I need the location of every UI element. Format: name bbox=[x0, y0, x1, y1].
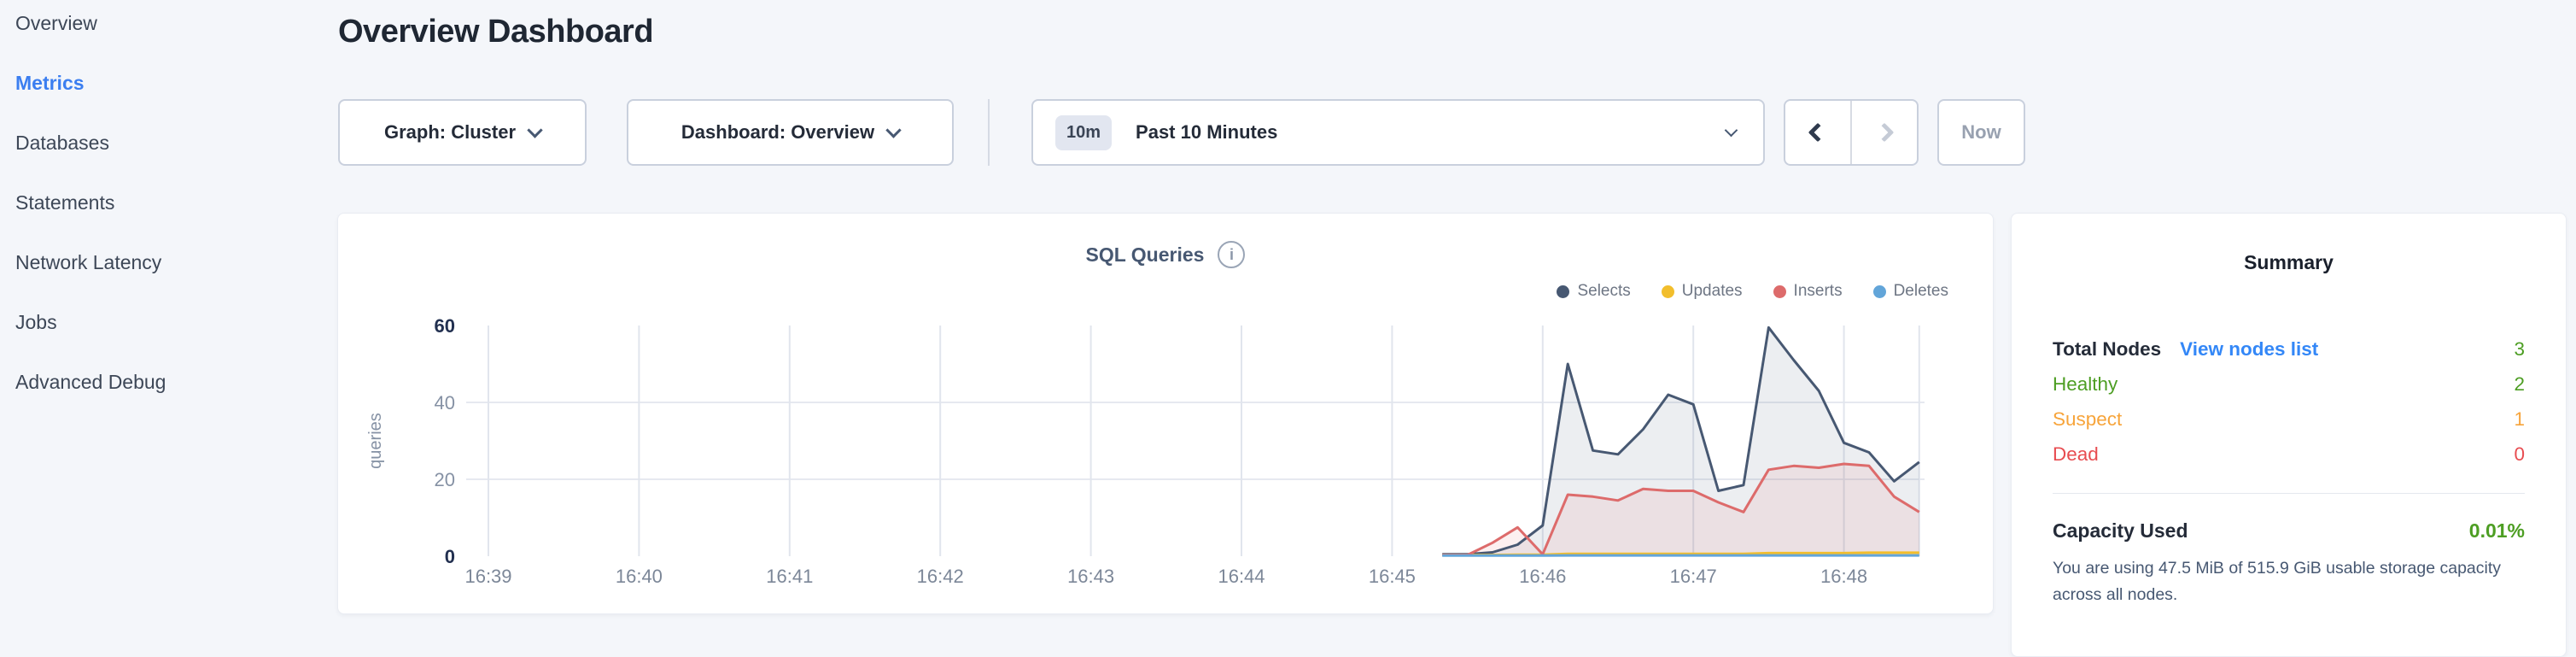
time-range-selector[interactable]: 10m Past 10 Minutes bbox=[1031, 99, 1765, 166]
legend-item-updates[interactable]: Updates bbox=[1661, 282, 1743, 301]
summary-divider bbox=[2053, 493, 2525, 494]
svg-text:16:40: 16:40 bbox=[616, 566, 663, 587]
chart-title: SQL Queries bbox=[1085, 243, 1205, 266]
time-range-badge: 10m bbox=[1055, 114, 1113, 150]
sidebar-item-network-latency[interactable]: Network Latency bbox=[15, 251, 162, 273]
summary-row-suspect: Suspect 1 bbox=[2053, 405, 2525, 434]
capacity-used-row: Capacity Used 0.01% bbox=[2053, 514, 2525, 547]
legend-label: Selects bbox=[1577, 282, 1631, 300]
button-divider bbox=[1850, 101, 1852, 164]
suspect-value: 1 bbox=[2514, 408, 2525, 430]
total-nodes-label: Total Nodes bbox=[2053, 338, 2162, 360]
svg-text:0: 0 bbox=[445, 546, 455, 567]
svg-text:16:42: 16:42 bbox=[917, 566, 964, 587]
summary-panel: Summary Total Nodes View nodes list 3 He… bbox=[2011, 213, 2567, 657]
sidebar-item-metrics[interactable]: Metrics bbox=[15, 72, 85, 94]
dead-value: 0 bbox=[2514, 443, 2525, 465]
sql-queries-chart[interactable]: 0 20 40 60 16:39 16:40 16:41 16:42 16:43 16:44 16:… bbox=[338, 214, 1995, 615]
svg-text:16:44: 16:44 bbox=[1218, 566, 1265, 587]
view-nodes-list-link[interactable]: View nodes list bbox=[2180, 338, 2319, 360]
page-title: Overview Dashboard bbox=[338, 14, 654, 50]
svg-text:60: 60 bbox=[435, 315, 455, 337]
healthy-label: Healthy bbox=[2053, 373, 2118, 395]
time-step-forward-button[interactable] bbox=[1852, 101, 1917, 164]
svg-text:40: 40 bbox=[435, 392, 455, 414]
graph-dropdown[interactable]: Graph: Cluster bbox=[338, 99, 587, 166]
legend-label: Updates bbox=[1681, 282, 1743, 300]
chart-legend: Selects Updates Inserts Deletes bbox=[1557, 282, 1948, 301]
legend-item-inserts[interactable]: Inserts bbox=[1773, 282, 1843, 301]
time-range-label: Past 10 Minutes bbox=[1136, 121, 1278, 143]
legend-dot-icon bbox=[1661, 285, 1674, 298]
svg-text:20: 20 bbox=[435, 469, 455, 490]
dead-label: Dead bbox=[2053, 443, 2099, 465]
time-step-back-button[interactable] bbox=[1785, 101, 1850, 164]
capacity-used-label: Capacity Used bbox=[2053, 519, 2188, 542]
svg-text:16:47: 16:47 bbox=[1670, 566, 1717, 587]
now-button[interactable]: Now bbox=[1937, 99, 2025, 166]
sidebar-item-databases[interactable]: Databases bbox=[15, 132, 109, 154]
summary-title: Summary bbox=[2244, 251, 2334, 273]
chevron-right-icon bbox=[1874, 122, 1895, 143]
svg-text:16:45: 16:45 bbox=[1369, 566, 1416, 587]
capacity-description: You are using 47.5 MiB of 515.9 GiB usab… bbox=[2053, 559, 2502, 604]
sidebar-item-statements[interactable]: Statements bbox=[15, 191, 115, 214]
sidebar-item-overview[interactable]: Overview bbox=[15, 12, 97, 34]
legend-label: Inserts bbox=[1793, 282, 1843, 300]
sidebar-item-advanced-debug[interactable]: Advanced Debug bbox=[15, 371, 166, 393]
summary-row-total-nodes: Total Nodes View nodes list 3 bbox=[2053, 335, 2525, 364]
legend-item-selects[interactable]: Selects bbox=[1557, 282, 1631, 301]
legend-label: Deletes bbox=[1893, 282, 1948, 300]
legend-item-deletes[interactable]: Deletes bbox=[1872, 282, 1948, 301]
capacity-used-value: 0.01% bbox=[2468, 519, 2525, 542]
svg-text:16:39: 16:39 bbox=[464, 566, 511, 587]
dashboard-dropdown-label: Dashboard: Overview bbox=[681, 121, 875, 143]
graph-dropdown-label: Graph: Cluster bbox=[383, 121, 517, 143]
chevron-down-icon bbox=[885, 121, 902, 138]
chart-title-row: SQL Queries i bbox=[338, 241, 1993, 268]
legend-dot-icon bbox=[1557, 285, 1570, 298]
svg-text:16:48: 16:48 bbox=[1820, 566, 1867, 587]
sidebar-item-jobs[interactable]: Jobs bbox=[15, 311, 57, 333]
legend-dot-icon bbox=[1773, 285, 1786, 298]
time-step-buttons bbox=[1784, 99, 1919, 166]
chevron-down-icon bbox=[527, 121, 543, 138]
summary-row-dead: Dead 0 bbox=[2053, 440, 2525, 469]
healthy-value: 2 bbox=[2514, 373, 2525, 395]
chevron-left-icon bbox=[1808, 122, 1828, 143]
total-nodes-value: 3 bbox=[2514, 338, 2525, 360]
chevron-down-icon bbox=[1724, 123, 1738, 137]
sql-queries-card: SQL Queries i Selects Updates Inserts De… bbox=[337, 213, 1994, 614]
sidebar: Overview Metrics Databases Statements Ne… bbox=[0, 0, 333, 624]
controls-divider bbox=[988, 99, 990, 166]
suspect-label: Suspect bbox=[2053, 408, 2123, 430]
legend-dot-icon bbox=[1872, 285, 1886, 298]
dashboard-dropdown[interactable]: Dashboard: Overview bbox=[627, 99, 954, 166]
summary-row-healthy: Healthy 2 bbox=[2053, 370, 2525, 399]
svg-text:16:46: 16:46 bbox=[1519, 566, 1566, 587]
svg-text:16:43: 16:43 bbox=[1067, 566, 1114, 587]
svg-text:queries: queries bbox=[366, 413, 385, 469]
info-icon[interactable]: i bbox=[1218, 241, 1246, 268]
svg-text:16:41: 16:41 bbox=[766, 566, 813, 587]
